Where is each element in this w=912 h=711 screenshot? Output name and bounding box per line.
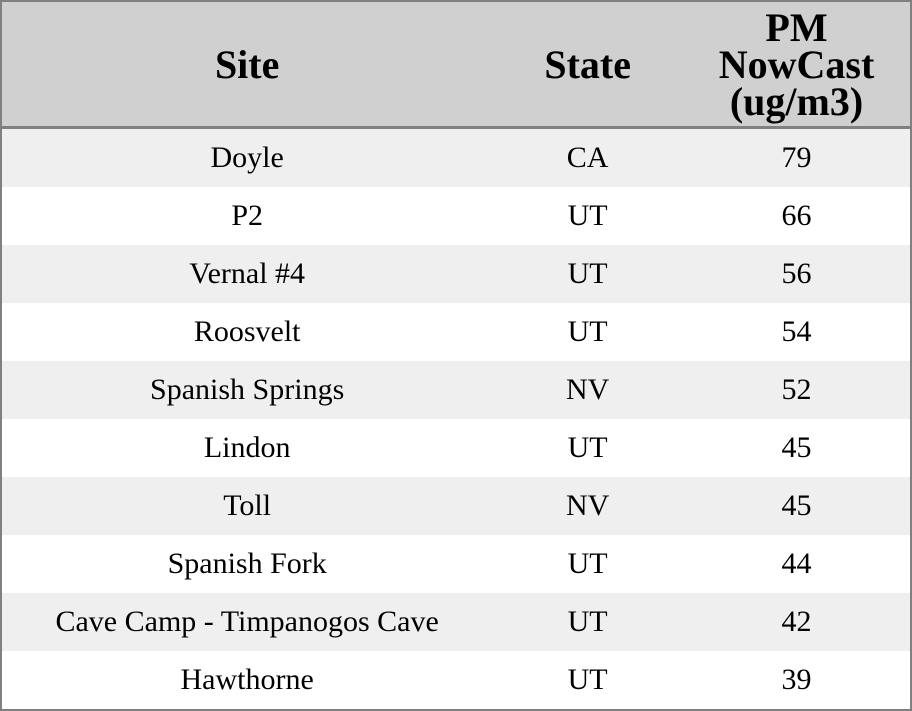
table-row: Toll NV 45 [2, 476, 910, 535]
site-cell: Spanish Springs [150, 372, 345, 406]
state-cell: UT [567, 662, 608, 696]
table-row: Doyle CA 79 [2, 127, 910, 187]
site-cell: Toll [223, 488, 272, 522]
site-cell: Cave Camp - Timpanogos Cave [55, 604, 439, 638]
table-row: Spanish Fork UT 44 [2, 534, 910, 593]
pm-header-line-1: PM [765, 4, 828, 50]
col-header-site: Site [2, 2, 493, 129]
pm-nowcast-cell: 79 [781, 141, 812, 174]
pm-nowcast-cell: 42 [781, 604, 812, 638]
site-cell: Hawthorne [180, 662, 314, 696]
table-row: P2 UT 66 [2, 187, 910, 245]
pm-nowcast-cell: 39 [781, 662, 812, 696]
site-cell: Roosvelt [193, 314, 301, 348]
state-cell: UT [567, 604, 608, 638]
pm-nowcast-cell: 66 [781, 198, 812, 232]
state-cell: UT [567, 198, 608, 232]
pm-nowcast-cell: 54 [781, 314, 812, 348]
state-cell: UT [567, 256, 608, 290]
state-cell: UT [567, 430, 608, 464]
state-cell: UT [567, 546, 608, 580]
state-cell: CA [566, 141, 609, 174]
table-body: Doyle CA 79 P2 UT 66 Vernal #4 UT 56 Roo… [2, 127, 910, 709]
pm-header-line-3: (ug/m3) [729, 78, 864, 124]
pm-nowcast-cell: 44 [781, 546, 812, 580]
header-row: Site State PM NowCast (ug/m3) [2, 2, 910, 129]
table-row: Roosvelt UT 54 [2, 302, 910, 361]
table-row: Hawthorne UT 39 [2, 650, 910, 709]
pm-header-line-2: NowCast [718, 41, 875, 87]
site-cell: Lindon [203, 430, 291, 464]
col-header-pm-nowcast: PM NowCast (ug/m3) [682, 2, 910, 129]
site-cell: Spanish Fork [167, 546, 327, 580]
state-cell: NV [565, 372, 610, 406]
table-row: Cave Camp - Timpanogos Cave UT 42 [2, 592, 910, 651]
table-header: Site State PM NowCast (ug/m3) [2, 2, 910, 129]
site-cell: Vernal #4 [189, 256, 306, 290]
pm-nowcast-cell: 45 [781, 488, 812, 522]
site-cell: P2 [231, 198, 263, 232]
pm-nowcast-cell: 45 [781, 430, 812, 464]
pm-nowcast-cell: 56 [781, 256, 812, 290]
col-header-state: State [492, 2, 683, 129]
pm-nowcast-cell: 52 [781, 372, 812, 406]
table-row: Lindon UT 45 [2, 418, 910, 477]
table-row: Vernal #4 UT 56 [2, 244, 910, 303]
state-cell: NV [565, 488, 610, 522]
table-row: Spanish Springs NV 52 [2, 360, 910, 419]
state-cell: UT [567, 314, 608, 348]
site-cell: Doyle [210, 141, 284, 174]
